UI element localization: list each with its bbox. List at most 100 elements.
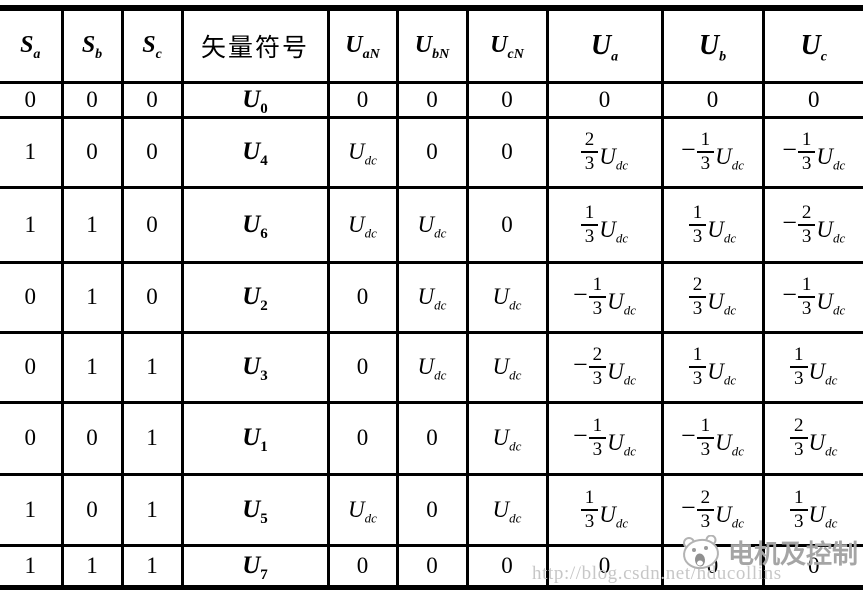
cell-sc-row7: 1: [120, 543, 184, 589]
cell-vector-row3: U2: [180, 260, 330, 334]
column-header-5: UbN: [395, 6, 469, 84]
cell-ubn-row5: 0: [395, 400, 469, 476]
cell-uan-row3: 0: [326, 260, 399, 334]
column-header-3: 矢量符号: [180, 6, 330, 84]
column-header-2: Sc: [120, 6, 184, 84]
cell-vector-row7: U7: [180, 543, 330, 589]
column-header-1: Sb: [60, 6, 124, 84]
cell-ub-row5: −1 3 Udc: [660, 400, 765, 476]
cell-ubn-row1: 0: [395, 115, 469, 189]
table-row-6: 1 0 1 U5 Udc 0 Udc 1 3 Udc −2 3 Udc 1 3 Udc: [0, 472, 863, 547]
cell-ucn-row0: 0: [465, 80, 549, 119]
cell-sc-row6: 1: [120, 472, 184, 547]
cell-uan-row5: 0: [326, 400, 399, 476]
cell-sb-row4: 1: [60, 330, 124, 404]
cell-ubn-row0: 0: [395, 80, 469, 119]
cell-vector-row6: U5: [180, 472, 330, 547]
cell-sb-row0: 0: [60, 80, 124, 119]
cell-vector-row5: U1: [180, 400, 330, 476]
cell-ua-row1: 2 3 Udc: [545, 115, 664, 189]
cell-ucn-row4: Udc: [465, 330, 549, 404]
cell-vector-row2: U6: [180, 185, 330, 264]
cell-ubn-row7: 0: [395, 543, 469, 589]
cell-sa-row2: 1: [0, 185, 64, 264]
cell-ubn-row2: Udc: [395, 185, 469, 264]
table-row-2: 1 1 0 U6 Udc Udc 0 1 3 Udc 1 3 Udc −2 3 Udc: [0, 185, 863, 264]
table-row-7: 1 1 1 U7 0 0 0 0 0 0: [0, 543, 863, 589]
cell-ucn-row1: 0: [465, 115, 549, 189]
cell-ucn-row3: Udc: [465, 260, 549, 334]
cell-vector-row1: U4: [180, 115, 330, 189]
cell-vector-row4: U3: [180, 330, 330, 404]
cell-ua-row6: 1 3 Udc: [545, 472, 664, 547]
cell-ua-row0: 0: [545, 80, 664, 119]
column-header-0: Sa: [0, 6, 64, 84]
cell-ua-row2: 1 3 Udc: [545, 185, 664, 264]
cell-sa-row6: 1: [0, 472, 64, 547]
table-row-0: 0 0 0 U0 0 0 0 0 0 0: [0, 80, 863, 119]
watermark-brand-text: 电机及控制: [728, 540, 859, 569]
cell-ua-row5: −1 3 Udc: [545, 400, 664, 476]
cell-uc-row3: −1 3 Udc: [761, 260, 863, 334]
cell-sc-row3: 0: [120, 260, 184, 334]
cell-uan-row2: Udc: [326, 185, 399, 264]
cell-sc-row2: 0: [120, 185, 184, 264]
cell-sa-row0: 0: [0, 80, 64, 119]
column-header-9: Uc: [761, 6, 863, 84]
cell-sc-row1: 0: [120, 115, 184, 189]
cell-ubn-row4: Udc: [395, 330, 469, 404]
cell-sb-row5: 0: [60, 400, 124, 476]
cell-sa-row7: 1: [0, 543, 64, 589]
cell-uc-row5: 2 3 Udc: [761, 400, 863, 476]
cell-ucn-row2: 0: [465, 185, 549, 264]
watermark-url: http://blog.csdn.net/hducollins: [532, 563, 782, 584]
cell-ubn-row3: Udc: [395, 260, 469, 334]
cell-uan-row6: Udc: [326, 472, 399, 547]
cell-uc-row0: 0: [761, 80, 863, 119]
column-header-6: UcN: [465, 6, 549, 84]
cell-sb-row7: 1: [60, 543, 124, 589]
cell-uan-row0: 0: [326, 80, 399, 119]
cell-ub-row3: 2 3 Udc: [660, 260, 765, 334]
cell-ub-row0: 0: [660, 80, 765, 119]
cell-sb-row1: 0: [60, 115, 124, 189]
cell-uc-row2: −2 3 Udc: [761, 185, 863, 264]
column-header-4: UaN: [326, 6, 399, 84]
table-header-row: Sa Sb Sc 矢量符号 UaN UbN UcN Ua Ub Uc: [0, 6, 863, 84]
cell-uan-row1: Udc: [326, 115, 399, 189]
cell-vector-row0: U0: [180, 80, 330, 119]
cell-ub-row1: −1 3 Udc: [660, 115, 765, 189]
cell-sc-row5: 1: [120, 400, 184, 476]
panda-face-icon: [683, 534, 719, 569]
table-row-5: 0 0 1 U1 0 0 Udc −1 3 Udc −1 3 Udc 2 3 Udc: [0, 400, 863, 476]
cell-sa-row4: 0: [0, 330, 64, 404]
cell-sb-row3: 1: [60, 260, 124, 334]
cell-ua-row3: −1 3 Udc: [545, 260, 664, 334]
cell-sc-row0: 0: [120, 80, 184, 119]
cell-ubn-row6: 0: [395, 472, 469, 547]
table-row-4: 0 1 1 U3 0 Udc Udc −2 3 Udc 1 3 Udc 1 3 Udc: [0, 330, 863, 404]
cell-sb-row2: 1: [60, 185, 124, 264]
cell-uc-row7: 0: [761, 543, 863, 589]
cell-ub-row2: 1 3 Udc: [660, 185, 765, 264]
table-row-1: 1 0 0 U4 Udc 0 0 2 3 Udc −1 3 Udc −1 3 Udc: [0, 115, 863, 189]
cell-sc-row4: 1: [120, 330, 184, 404]
cell-uan-row7: 0: [326, 543, 399, 589]
cell-ucn-row7: 0: [465, 543, 549, 589]
cell-uc-row1: −1 3 Udc: [761, 115, 863, 189]
cell-ua-row7: 0: [545, 543, 664, 589]
cell-uc-row4: 1 3 Udc: [761, 330, 863, 404]
cell-ucn-row6: Udc: [465, 472, 549, 547]
cell-ua-row4: −2 3 Udc: [545, 330, 664, 404]
cell-uc-row6: 1 3 Udc: [761, 472, 863, 547]
column-header-8: Ub: [660, 6, 765, 84]
cell-ucn-row5: Udc: [465, 400, 549, 476]
cell-sa-row5: 0: [0, 400, 64, 476]
table-row-3: 0 1 0 U2 0 Udc Udc −1 3 Udc 2 3 Udc −1 3 Udc: [0, 260, 863, 334]
cell-ub-row6: −2 3 Udc: [660, 472, 765, 547]
cell-uan-row4: 0: [326, 330, 399, 404]
watermark-brand: 电机及控制: [681, 534, 858, 571]
column-header-7: Ua: [545, 6, 664, 84]
cell-sa-row1: 1: [0, 115, 64, 189]
